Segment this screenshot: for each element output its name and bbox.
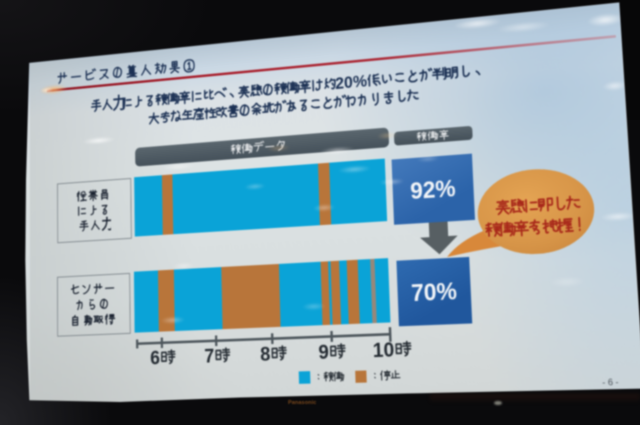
svg-text:6: 6 [150,347,160,369]
svg-text:8: 8 [260,343,271,366]
svg-text:0: 0 [344,74,353,93]
svg-text:1: 1 [373,339,384,362]
svg-text:2: 2 [335,74,344,93]
svg-text:7: 7 [204,345,214,368]
svg-text:力: 力 [112,93,126,114]
svg-text:力: 力 [101,215,111,233]
svg-text:0: 0 [383,338,395,362]
svg-text:%: % [352,72,367,92]
svg-text:9: 9 [318,340,329,363]
